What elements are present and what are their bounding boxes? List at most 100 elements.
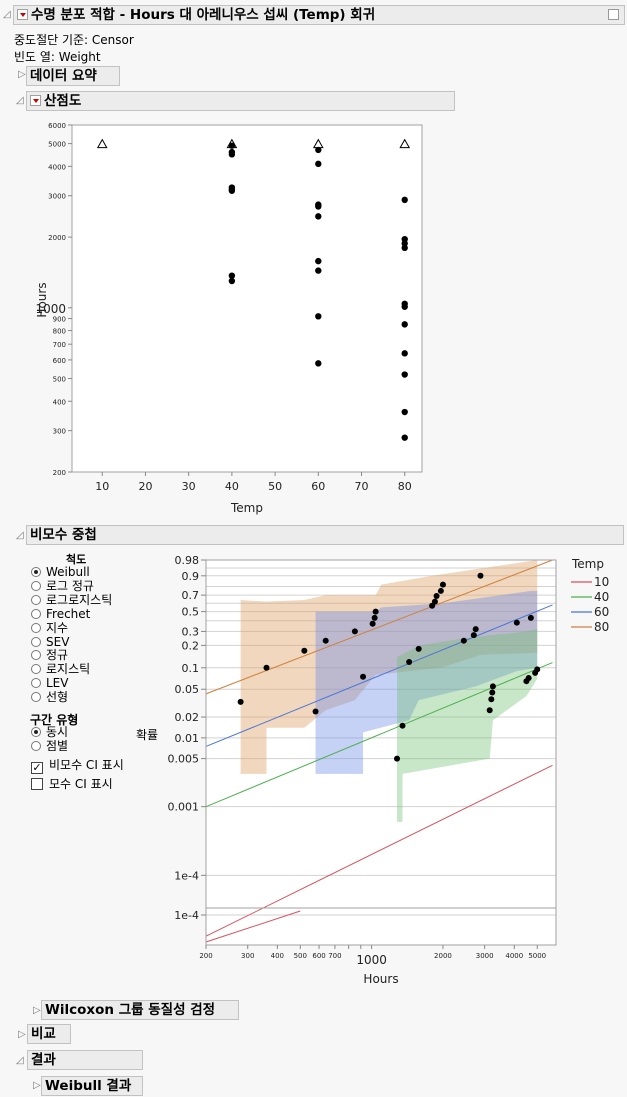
radio-label: 동시 (46, 725, 69, 739)
interval-title: 구간 유형 (30, 713, 79, 727)
y-axis-label: 확률 (136, 728, 159, 742)
svg-text:400: 400 (53, 398, 66, 406)
svg-text:500: 500 (294, 952, 307, 960)
svg-text:0.01: 0.01 (175, 732, 200, 745)
svg-text:800: 800 (53, 328, 66, 336)
section-title: Wilcoxon 그룹 동질성 검정 (45, 1002, 216, 1018)
radio-label: 로그 정규 (46, 578, 94, 593)
svg-text:0.98: 0.98 (175, 554, 200, 567)
radio-label: 선형 (46, 690, 69, 705)
disclosure-open-icon[interactable]: ◿ (16, 1055, 24, 1066)
scale-title: 척도 (66, 553, 87, 566)
svg-text:400: 400 (271, 952, 284, 960)
section-scatter[interactable]: 산점도 (26, 91, 455, 111)
svg-text:Temp: Temp (230, 501, 263, 515)
svg-text:Hours: Hours (35, 282, 49, 317)
section-weibull-results[interactable]: Weibull 결과 (41, 1076, 143, 1096)
disclosure-open-icon[interactable]: ◿ (16, 530, 24, 541)
svg-text:1000: 1000 (35, 302, 66, 316)
radio-unselected-icon[interactable] (31, 650, 41, 661)
radio-option[interactable]: 선형 (31, 690, 68, 704)
radio-label: LEV (46, 676, 69, 691)
radio-selected-icon[interactable] (31, 567, 41, 577)
checkbox-unchecked-icon[interactable] (31, 778, 43, 790)
radio-option[interactable]: 지수 (31, 621, 68, 635)
censor-label: 중도절단 기준: Censor (14, 33, 134, 47)
pin-icon[interactable] (608, 9, 619, 20)
radio-unselected-icon[interactable] (31, 741, 41, 751)
svg-text:50: 50 (268, 480, 282, 493)
radio-option[interactable]: SEV (31, 635, 69, 649)
svg-text:70: 70 (355, 480, 369, 493)
show-param-ci-checkbox[interactable]: 모수 CI 표시 (31, 777, 113, 791)
radio-label: 점별 (46, 739, 69, 753)
section-results[interactable]: 결과 (27, 1050, 143, 1070)
section-wilcoxon[interactable]: Wilcoxon 그룹 동질성 검정 (41, 1000, 239, 1020)
svg-text:0.9: 0.9 (182, 570, 200, 583)
radio-option[interactable]: 정규 (31, 648, 68, 662)
svg-text:60: 60 (594, 605, 609, 619)
radio-option[interactable]: 로그 정규 (31, 579, 94, 593)
section-title: 비교 (31, 1026, 56, 1042)
disclosure-closed-icon[interactable]: ▷ (33, 1080, 41, 1091)
radio-unselected-icon[interactable] (31, 580, 41, 591)
section-nonparam-overlay[interactable]: 비모수 중첩 (26, 525, 624, 545)
svg-text:40: 40 (594, 590, 609, 604)
radio-label: Frechet (46, 606, 91, 621)
radio-label: 로지스틱 (46, 662, 91, 677)
radio-selected-icon[interactable] (31, 727, 41, 737)
radio-unselected-icon[interactable] (31, 608, 41, 619)
radio-unselected-icon[interactable] (31, 664, 41, 675)
radio-unselected-icon[interactable] (31, 594, 41, 605)
radio-unselected-icon[interactable] (31, 636, 41, 647)
checkbox-checked-icon[interactable]: ✓ (31, 761, 43, 774)
svg-text:1e-4: 1e-4 (174, 909, 199, 922)
show-np-ci-checkbox[interactable]: ✓ 비모수 CI 표시 (31, 758, 124, 774)
section-title: 데이터 요약 (30, 68, 97, 84)
svg-text:Temp: Temp (571, 557, 604, 571)
disclosure-closed-icon[interactable]: ▷ (33, 1005, 41, 1016)
section-compare[interactable]: 비교 (27, 1024, 71, 1044)
svg-text:80: 80 (594, 620, 609, 634)
svg-text:Hours: Hours (363, 972, 398, 986)
radio-label: SEV (46, 634, 70, 649)
svg-text:0.3: 0.3 (182, 625, 200, 638)
section-title: 비모수 중첩 (30, 527, 97, 543)
radio-option[interactable]: 로지스틱 (31, 662, 90, 676)
red-triangle-menu-icon[interactable] (30, 95, 41, 106)
freq-label: 빈도 열: Weight (14, 50, 101, 64)
radio-unselected-icon[interactable] (31, 692, 41, 703)
radio-option[interactable]: 동시 (31, 725, 68, 739)
svg-text:0.5: 0.5 (182, 606, 200, 619)
red-triangle-menu-icon[interactable] (17, 9, 28, 20)
report-title: 수명 분포 적합 - Hours 대 아레니우스 섭씨 (Temp) 회귀 (31, 7, 376, 23)
disclosure-closed-icon[interactable]: ▷ (18, 1029, 26, 1040)
svg-text:1000: 1000 (356, 953, 387, 967)
radio-option[interactable]: 점별 (31, 739, 68, 753)
svg-text:300: 300 (53, 428, 66, 436)
radio-label: 로그로지스틱 (46, 592, 113, 607)
radio-label: Weibull (46, 565, 90, 579)
disclosure-open-icon[interactable]: ◿ (16, 95, 24, 106)
checkbox-label: 비모수 CI 표시 (49, 758, 124, 772)
section-data-summary[interactable]: 데이터 요약 (26, 66, 120, 86)
svg-text:3000: 3000 (476, 952, 494, 960)
radio-option[interactable]: Weibull (31, 565, 90, 579)
disclosure-closed-icon[interactable]: ▷ (18, 69, 26, 80)
radio-option[interactable]: Frechet (31, 607, 90, 621)
section-title: 결과 (31, 1052, 56, 1068)
radio-unselected-icon[interactable] (31, 622, 41, 633)
radio-unselected-icon[interactable] (31, 678, 41, 689)
svg-text:0.005: 0.005 (168, 753, 200, 766)
radio-option[interactable]: LEV (31, 676, 68, 690)
svg-text:2000: 2000 (48, 234, 66, 242)
svg-text:40: 40 (225, 480, 239, 493)
section-title: Weibull 결과 (45, 1078, 132, 1094)
svg-text:200: 200 (199, 952, 212, 960)
radio-label: 지수 (46, 620, 69, 635)
radio-option[interactable]: 로그로지스틱 (31, 593, 112, 607)
svg-text:10: 10 (95, 480, 109, 493)
disclosure-open-icon[interactable]: ◿ (3, 9, 11, 20)
section-title: 산점도 (44, 93, 82, 109)
